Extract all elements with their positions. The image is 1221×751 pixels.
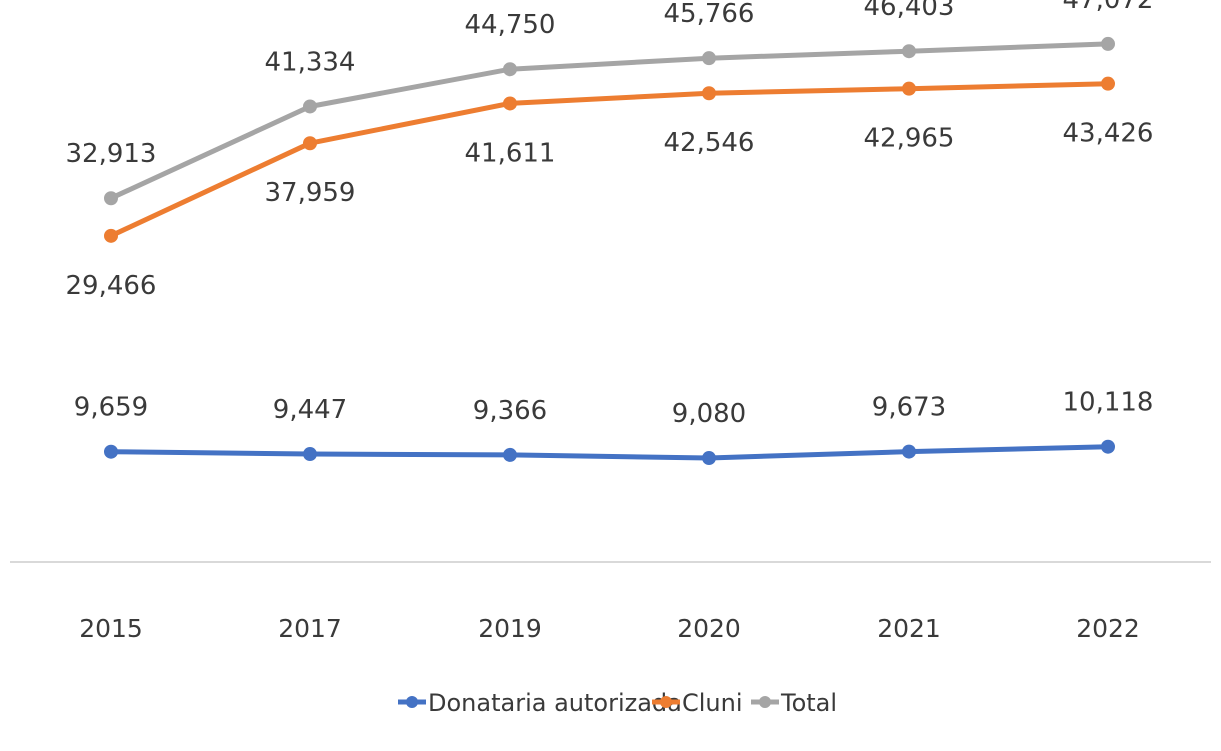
- x-tick-label: 2021: [877, 614, 941, 643]
- legend-marker: [660, 696, 672, 708]
- data-label: 46,403: [864, 0, 955, 22]
- data-point: [303, 136, 317, 151]
- data-label: 43,426: [1063, 119, 1154, 149]
- data-point: [1101, 439, 1115, 454]
- x-tick-label: 2015: [79, 614, 143, 643]
- data-label: 9,366: [473, 396, 547, 426]
- x-tick-label: 2020: [677, 614, 741, 643]
- data-point: [1101, 76, 1115, 91]
- series-line-0: [108, 444, 1111, 461]
- data-point: [104, 444, 118, 459]
- series-line-2: [108, 41, 1111, 201]
- data-point: [104, 191, 118, 206]
- data-point: [902, 444, 916, 459]
- data-point: [104, 228, 118, 243]
- x-tick-label: 2019: [478, 614, 542, 643]
- data-label: 41,334: [265, 47, 356, 77]
- data-point: [902, 44, 916, 59]
- legend-marker: [406, 696, 418, 708]
- data-label: 9,080: [672, 399, 746, 429]
- data-point: [702, 451, 716, 466]
- data-label: 42,965: [864, 124, 955, 154]
- data-label: 47,072: [1063, 0, 1154, 15]
- data-point: [702, 51, 716, 66]
- series-line-1: [108, 81, 1111, 239]
- legend-entry: Donataria autorizada: [428, 689, 682, 717]
- data-label: 9,447: [273, 395, 347, 425]
- data-point: [1101, 36, 1115, 51]
- data-label: 32,913: [66, 139, 157, 169]
- data-label: 9,659: [74, 393, 148, 423]
- data-label: 9,673: [872, 393, 946, 423]
- data-label: 37,959: [265, 178, 356, 208]
- legend-marker: [759, 696, 771, 708]
- data-point: [503, 447, 517, 462]
- data-point: [702, 86, 716, 101]
- data-point: [503, 62, 517, 77]
- data-point: [902, 81, 916, 96]
- data-label: 41,611: [465, 138, 556, 168]
- x-tick-label: 2022: [1076, 614, 1140, 643]
- data-label: 29,466: [66, 271, 157, 301]
- data-point: [503, 96, 517, 111]
- legend-entry: Total: [780, 689, 837, 717]
- legend-entry: Cluni: [682, 689, 743, 717]
- data-label: 45,766: [664, 0, 755, 29]
- x-tick-label: 2017: [278, 614, 342, 643]
- data-point: [303, 447, 317, 462]
- data-label: 44,750: [465, 10, 556, 40]
- data-label: 10,118: [1063, 388, 1154, 418]
- data-label: 42,546: [664, 128, 755, 158]
- data-point: [303, 99, 317, 114]
